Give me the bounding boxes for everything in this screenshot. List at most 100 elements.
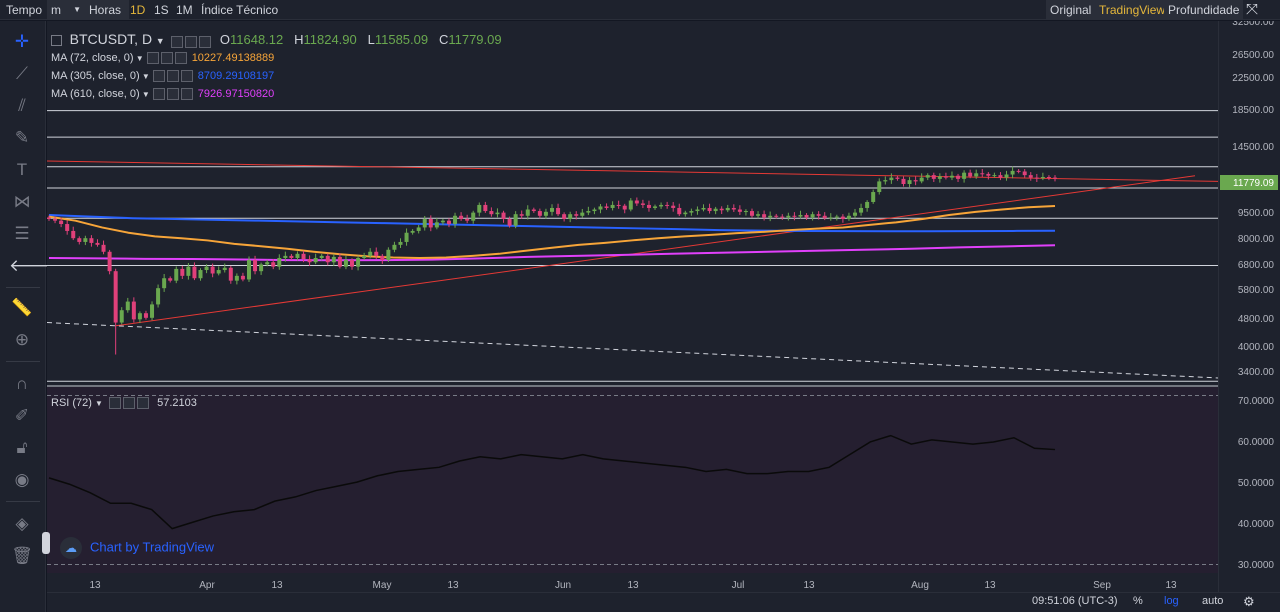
- chevron-down-icon[interactable]: ▼: [139, 90, 150, 99]
- time-axis-label: Aug: [911, 580, 929, 591]
- drawing-toolbar: ✛ ⟋ ⫽ ✎ T ⋈ ☰ 🡐 📏 ⊕ ∩ ✐ 🔓︎ ◉ ◈ 🗑︎: [0, 21, 55, 612]
- candle: [125, 297, 130, 313]
- candle-body: [1004, 174, 1009, 178]
- tradingview-watermark[interactable]: ☁ Chart by TradingView: [60, 537, 214, 559]
- chevron-down-icon[interactable]: ▼: [139, 72, 150, 81]
- toolbar-item-tempo: Tempo: [6, 0, 42, 20]
- ma305-line: [48, 213, 1056, 233]
- toolbar-item-1m[interactable]: 1M: [176, 0, 193, 20]
- layers-icon[interactable]: ◈: [15, 514, 29, 533]
- symbol-name[interactable]: BTCUSDT, D: [69, 31, 153, 47]
- candle-body: [410, 230, 415, 233]
- chevron-down-icon[interactable]: ▼: [133, 54, 144, 63]
- view-tab-original[interactable]: Original: [1046, 0, 1096, 20]
- candle-body: [459, 215, 464, 220]
- candle-body: [59, 220, 64, 225]
- candle-body: [259, 264, 264, 272]
- candle: [604, 203, 609, 210]
- ma-legend-buttons[interactable]: [152, 70, 195, 83]
- chevron-down-icon[interactable]: ▼: [95, 399, 103, 408]
- text-tool-icon[interactable]: T: [16, 160, 28, 179]
- crosshair-icon[interactable]: ✛: [14, 32, 30, 51]
- ma-label[interactable]: MA (72, close, 0): [51, 52, 134, 64]
- candle: [1046, 175, 1051, 181]
- view-tab-tradingview[interactable]: TradingView: [1095, 0, 1170, 20]
- collapse-icon[interactable]: [51, 35, 62, 47]
- prediction-icon[interactable]: ☰: [14, 224, 30, 243]
- candle: [610, 201, 615, 211]
- candle: [83, 235, 88, 246]
- trend-line-icon[interactable]: ⟋: [16, 64, 28, 83]
- chevron-down-icon[interactable]: ▼: [155, 36, 165, 46]
- zoom-in-icon[interactable]: ⊕: [14, 330, 30, 349]
- rsi-label[interactable]: RSI (72): [51, 397, 92, 409]
- candle: [907, 177, 912, 188]
- candle-body: [253, 260, 258, 272]
- ma-label[interactable]: MA (305, close, 0): [51, 70, 140, 82]
- candle: [459, 212, 464, 221]
- legend-buttons[interactable]: [171, 33, 213, 48]
- toolbar-item-m[interactable]: m ▼: [47, 0, 85, 20]
- candle-body: [1010, 170, 1015, 175]
- candle-body: [283, 255, 288, 258]
- view-tab-profundidade[interactable]: Profundidade: [1164, 0, 1244, 20]
- last-price-tag: [1220, 175, 1278, 190]
- toolbar-item--ndice-t-cnico[interactable]: Índice Técnico: [201, 0, 278, 20]
- ma-legend-2: MA (610, close, 0) ▼ 7926.97150820: [51, 88, 274, 101]
- candle: [1010, 166, 1015, 179]
- magnet-icon[interactable]: ∩: [15, 374, 29, 393]
- toolbar-item-1d[interactable]: 1D: [130, 0, 145, 20]
- candle-body: [846, 215, 851, 220]
- settings-gear-icon[interactable]: ⚙: [1243, 594, 1255, 609]
- candle-body: [743, 211, 748, 213]
- symbol-legend: BTCUSDT, D ▼ O11648.12 H11824.90 L11585.…: [51, 31, 502, 48]
- candle: [453, 212, 458, 228]
- price-axis[interactable]: 32500.00 26500.00 22500.00 18500.00 14500.00…: [1218, 21, 1280, 592]
- price-chart[interactable]: 13 Apr 13 May 13 Jun 13 Jul 13 Aug 13 Sep 13: [47, 21, 1218, 592]
- price-axis-label: 14500.00: [1232, 142, 1274, 153]
- candle-body: [295, 253, 300, 258]
- candle: [580, 208, 585, 218]
- candle-body: [871, 192, 876, 202]
- eye-icon[interactable]: ◉: [14, 470, 30, 489]
- candle-body: [834, 216, 839, 218]
- rsi-line: [48, 434, 1056, 530]
- fullscreen-icon[interactable]: ⤧: [1246, 1, 1259, 18]
- candle-body: [925, 175, 930, 178]
- candle-body: [622, 205, 627, 210]
- fib-retracement-icon[interactable]: ⫽: [18, 96, 26, 115]
- ruler-icon[interactable]: 📏: [11, 298, 33, 317]
- candle-body: [380, 255, 385, 261]
- candle: [192, 262, 197, 281]
- candle: [786, 212, 791, 221]
- ma-legend-buttons[interactable]: [152, 88, 195, 101]
- trash-icon[interactable]: 🗑︎: [11, 546, 33, 565]
- ma-legend-buttons[interactable]: [146, 52, 189, 65]
- candle: [683, 210, 688, 217]
- candle: [101, 240, 106, 255]
- stay-in-drawing-icon[interactable]: ✐: [14, 406, 30, 425]
- percent-scale-button[interactable]: %: [1133, 595, 1143, 607]
- toolbar-item-horas[interactable]: Horas▼: [85, 0, 129, 34]
- candle: [259, 262, 264, 275]
- pattern-icon[interactable]: ⋈: [13, 192, 31, 211]
- candle: [640, 199, 645, 209]
- toolbar-item-1s[interactable]: 1S: [154, 0, 169, 20]
- time-axis-label: 13: [803, 580, 815, 591]
- candle: [477, 202, 482, 217]
- auto-scale-button[interactable]: auto: [1202, 595, 1224, 607]
- brush-icon[interactable]: ✎: [14, 128, 30, 147]
- candle-body: [489, 211, 494, 215]
- pane-resize-handle[interactable]: [42, 532, 50, 554]
- back-arrow-icon[interactable]: 🡐: [9, 256, 55, 275]
- toolbar-item-label: m: [51, 3, 61, 17]
- candle-body: [737, 209, 742, 212]
- candle: [319, 254, 324, 261]
- candle-body: [325, 255, 330, 263]
- rsi-legend-buttons[interactable]: [109, 397, 151, 410]
- candle: [216, 266, 221, 276]
- ma-label[interactable]: MA (610, close, 0): [51, 88, 140, 100]
- candle-body: [47, 217, 51, 220]
- log-scale-button[interactable]: log: [1164, 595, 1179, 607]
- lock-icon[interactable]: 🔓︎: [16, 438, 28, 457]
